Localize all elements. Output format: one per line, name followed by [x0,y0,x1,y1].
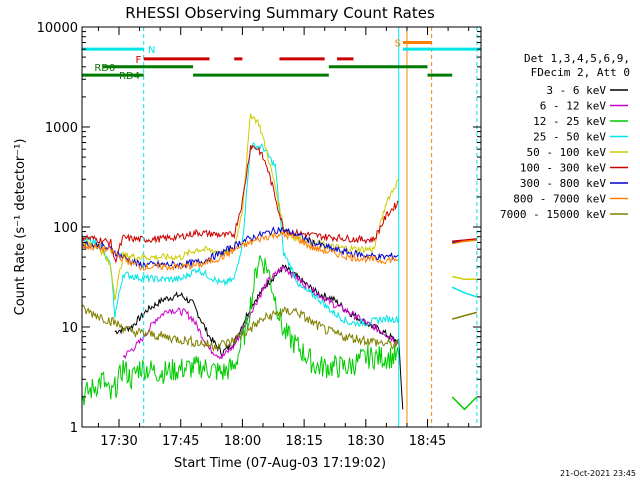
x-tick-label-4: 18:15 [285,434,322,449]
timestamp-label: 21-Oct-2021 23:45 [560,469,636,478]
legend-label-6: 100 - 300 keV [520,162,606,175]
late-segment-line-7 [451,396,478,411]
legend-label-2: 6 - 12 keV [540,100,607,113]
series-line-6 [81,145,399,264]
flag-label-s: S [395,38,401,49]
late-segment-line-6 [451,311,478,320]
y-tick-label-1: 1 [70,421,78,436]
legend-label-3: 12 - 25 keV [533,115,606,128]
flag-label-rd0: RD0 [94,63,115,74]
data-layer: NF RD0 RD4 S [81,27,481,427]
axes-layer: 1 10 100 1000 10000 17:30 17:45 18:00 18:15 18:30… [37,21,482,449]
x-tick-label-6: 18:45 [409,434,446,449]
legend-label-1: 3 - 6 keV [546,84,606,97]
late-segment-line-5 [451,286,478,298]
series-line-1 [114,264,404,410]
legend-label-9: 7000 - 15000 keV [500,208,606,221]
legend-header-2: FDecim 2, Att 0 [531,66,630,79]
legend-label-4: 25 - 50 keV [533,131,606,144]
late-segment-line-4 [452,275,477,281]
legend-header-1: Det 1,3,4,5,6,9, [524,52,630,65]
series-line-8 [81,230,400,272]
late-segment-line-2 [452,238,477,243]
x-tick-label-5: 18:30 [347,434,384,449]
legend: Det 1,3,4,5,6,9,FDecim 2, Att 0 3 - 6 keV… [500,52,630,221]
x-tick-label-3: 18:00 [224,434,261,449]
x-axis-label: Start Time (07-Aug-03 17:19:02) [174,456,386,471]
y-axis-label: Count Rate (s⁻¹ detector⁻¹) [13,139,28,316]
legend-label-5: 50 - 100 keV [527,146,607,159]
y-tick-label-5: 10000 [37,21,78,36]
flag-label-rd4: RD4 [119,71,140,82]
series-line-9 [81,304,400,352]
series-line-7 [81,226,399,270]
series-line-5 [81,113,400,301]
x-tick-label-1: 17:30 [100,434,137,449]
series-line-3 [81,255,400,406]
legend-label-7: 300 - 800 keV [520,177,606,190]
y-tick-label-3: 100 [53,221,78,236]
late-segment-line-3 [452,239,477,245]
y-tick-label-2: 10 [61,321,78,336]
flag-label-n: N [148,45,155,56]
chart-title: RHESSI Observing Summary Count Rates [125,4,435,22]
series-line-4 [81,142,400,328]
flag-label-f: F [135,55,141,66]
legend-label-8: 800 - 7000 keV [513,193,606,206]
x-tick-label-2: 17:45 [162,434,199,449]
y-tick-label-4: 1000 [45,121,78,136]
series-line-2 [122,265,400,360]
